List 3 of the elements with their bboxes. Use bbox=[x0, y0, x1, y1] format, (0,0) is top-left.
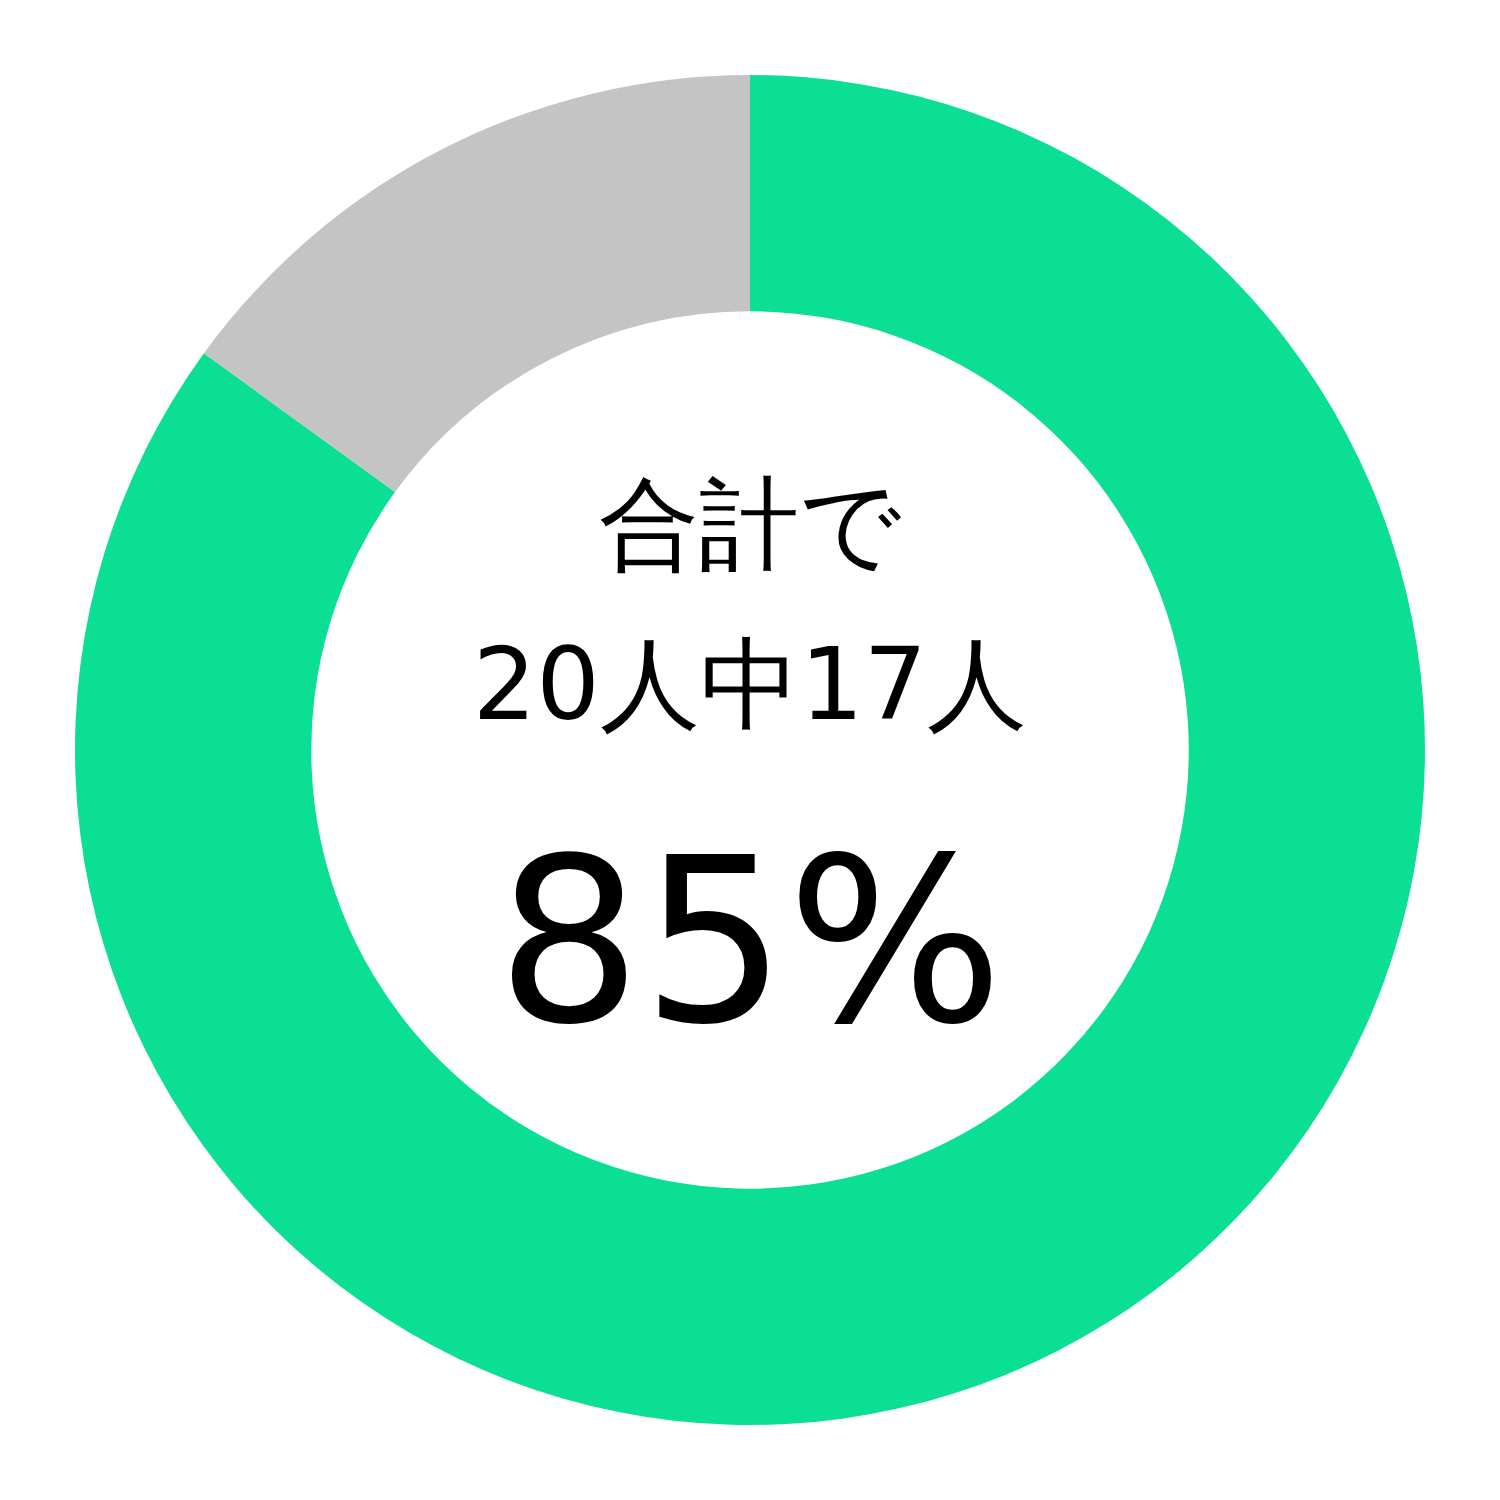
text: 合計で bbox=[599, 466, 901, 583]
text: 20人中17人 bbox=[472, 626, 1028, 743]
text: 85% bbox=[496, 809, 1004, 1075]
